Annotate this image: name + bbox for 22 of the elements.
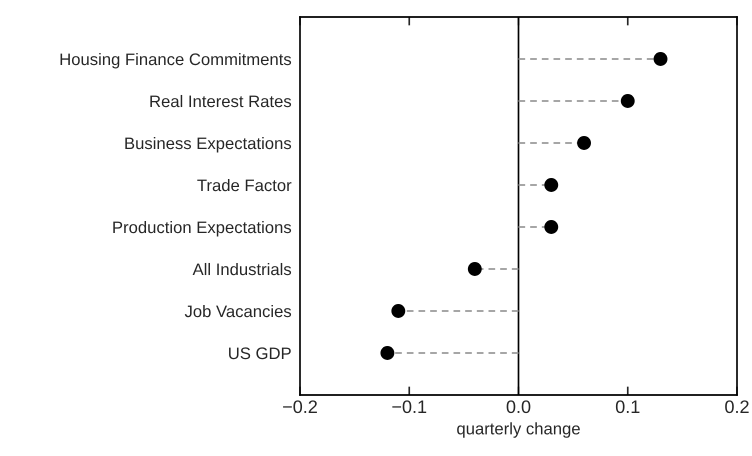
point [468, 262, 482, 276]
x-tick-label: −0.1 [392, 400, 426, 414]
point [380, 346, 394, 360]
y-tick-label: Housing Finance Commitments [60, 52, 292, 68]
point [391, 304, 406, 318]
x-tick-label: 0.0 [506, 400, 530, 414]
x-tick-label: 0.1 [616, 400, 640, 414]
point [577, 136, 591, 150]
y-tick-label: Trade Factor [197, 178, 292, 192]
x-tick-label: 0.2 [725, 400, 749, 414]
y-tick-label: US GDP [229, 347, 291, 360]
point [620, 94, 635, 108]
point [544, 178, 558, 192]
y-tick-label: All Industrials [192, 262, 292, 276]
x-axis-title: quarterly change [457, 422, 580, 438]
y-tick-label: Job Vacancies [184, 304, 292, 318]
y-tick-label: Business Expectations [125, 136, 292, 152]
y-tick-label: Real Interest Rates [150, 94, 292, 108]
point [544, 220, 558, 234]
y-tick-label: Production Expectations [113, 220, 292, 236]
x-tick-label: −0.2 [283, 400, 317, 414]
point [654, 52, 668, 66]
